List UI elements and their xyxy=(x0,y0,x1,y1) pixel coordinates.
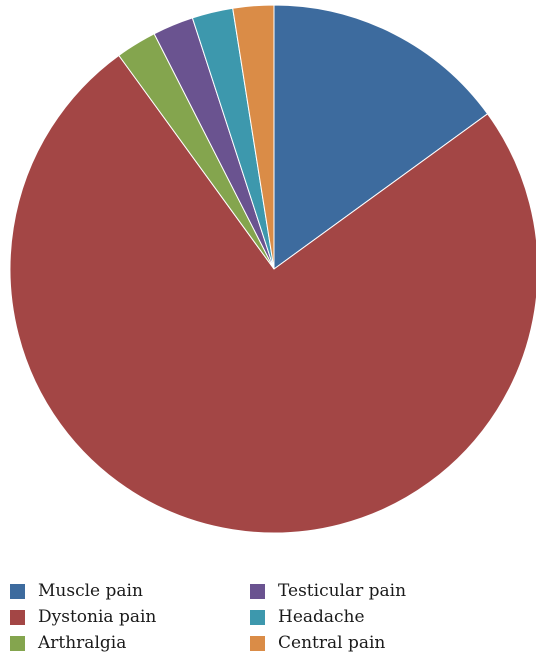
legend-item-dystonia-pain: Dystonia pain xyxy=(10,606,156,628)
pie-slice-central-pain xyxy=(232,4,275,270)
pie-chart xyxy=(9,4,536,534)
legend-swatch-muscle-pain xyxy=(10,583,25,599)
legend-swatch-headache xyxy=(250,609,265,625)
legend-item-muscle-pain: Muscle pain xyxy=(10,580,143,602)
legend-item-central-pain: Central pain xyxy=(250,632,385,654)
legend-swatch-central-pain xyxy=(250,635,265,651)
legend-item-headache: Headache xyxy=(250,606,365,628)
legend-swatch-arthralgia xyxy=(10,635,25,651)
pie-slice-dystonia-pain xyxy=(9,54,536,534)
legend: Muscle pain Dystonia pain Arthralgia Tes… xyxy=(10,580,530,660)
legend-item-arthralgia: Arthralgia xyxy=(10,632,126,654)
legend-swatch-dystonia-pain xyxy=(10,609,25,625)
legend-label-arthralgia: Arthralgia xyxy=(38,633,127,653)
legend-label-headache: Headache xyxy=(278,607,365,627)
legend-label-muscle-pain: Muscle pain xyxy=(38,581,143,601)
pie-slice-muscle-pain xyxy=(273,4,489,270)
legend-label-testicular-pain: Testicular pain xyxy=(278,581,407,601)
legend-label-central-pain: Central pain xyxy=(278,633,386,653)
legend-item-testicular-pain: Testicular pain xyxy=(250,580,406,602)
legend-swatch-testicular-pain xyxy=(250,583,265,599)
legend-label-dystonia-pain: Dystonia pain xyxy=(38,607,157,627)
